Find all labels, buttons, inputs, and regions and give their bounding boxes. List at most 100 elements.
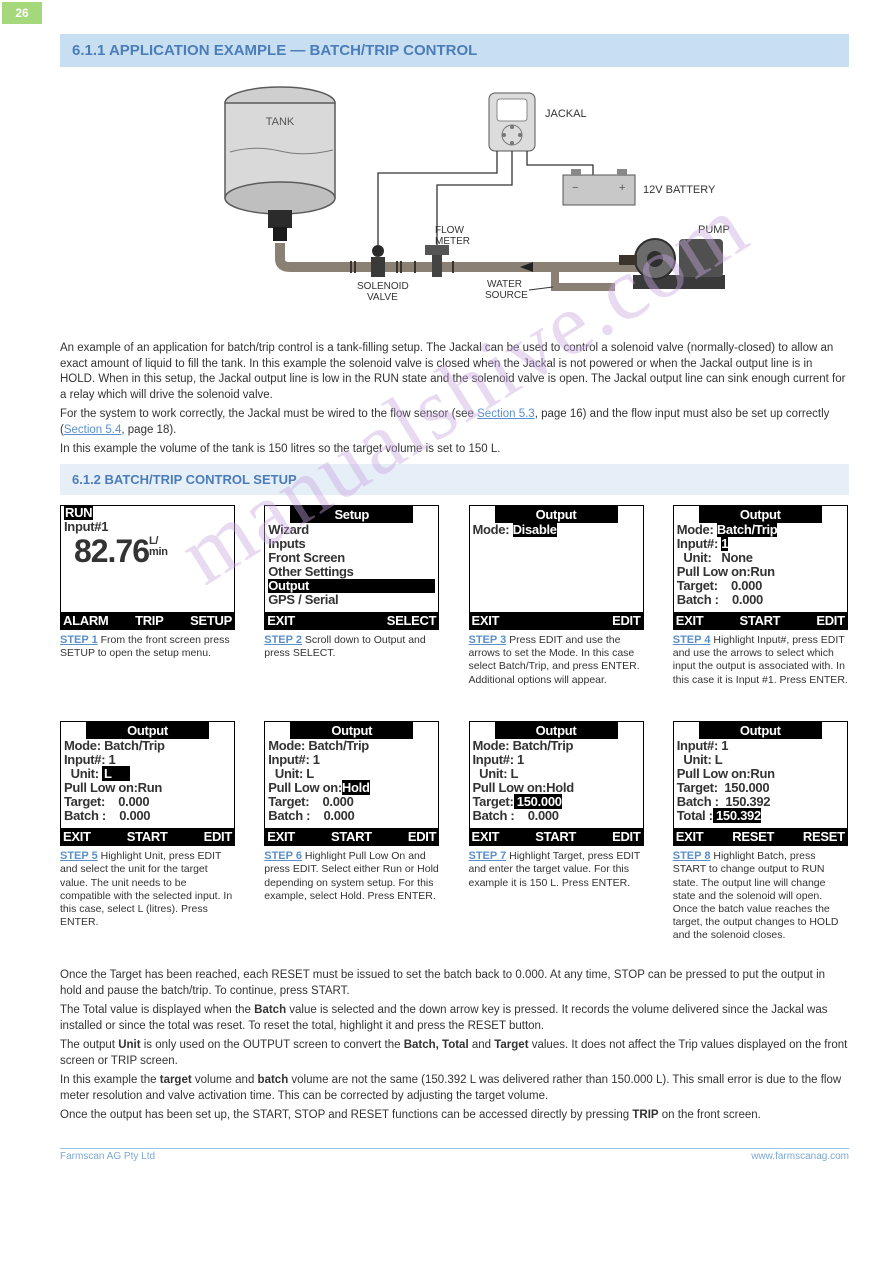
softkey: START [331,829,372,844]
softkey: RESET [732,829,774,844]
softkey-setup: SETUP [190,613,232,628]
lcd-run-badge: RUN [64,506,93,520]
svg-text:SOURCE: SOURCE [485,290,528,301]
page-footer: Farmscan AG Pty Ltd www.farmscanag.com [60,1149,849,1170]
text: 150.000 [514,794,562,809]
lcd-title: Output [699,506,822,523]
text: Target [494,1039,528,1051]
text: Input#: 1 [473,752,524,767]
text: and [469,1039,495,1051]
text: Unit: L [677,752,723,767]
text: Pull Low on:Hold [473,780,574,795]
text: 150.392 [713,808,761,823]
text: batch [258,1074,289,1086]
text: TRIP [632,1109,658,1121]
text: Input#: [677,536,722,551]
lcd-title: Output [290,722,413,739]
note-3: The output Unit is only used on the OUTP… [60,1038,849,1069]
lcd-screen-2: Setup Wizard Inputs Front Screen Other S… [264,505,439,630]
text: For the system to work correctly, the Ja… [60,408,477,420]
lcd-screen-5: Output Mode: Batch/Trip Input#: 1 Unit: … [60,721,235,846]
menu-item: Inputs [268,536,305,551]
text: L [102,766,130,781]
svg-text:FLOW: FLOW [435,225,464,236]
screens-row-1: RUN Input#1 82.76L/ min ALARMTRIPSETUP S… [60,505,849,691]
text: Unit: L [268,766,314,781]
lcd-title: Output [495,722,618,739]
text: Batch : 150.392 [677,794,770,809]
text: Unit: None [677,550,753,565]
softkey: EDIT [408,829,436,844]
text: Batch/Trip [717,523,778,537]
link-section-5-4[interactable]: Section 5.4 [64,424,122,436]
softkey: EDIT [204,829,232,844]
softkey: EXIT [267,829,295,844]
lcd-title: Output [495,506,618,523]
text: Target: 0.000 [64,794,149,809]
text: Target: [473,794,514,809]
text: Target: 0.000 [268,794,353,809]
svg-text:TANK: TANK [265,116,294,128]
text: Target: 150.000 [677,780,770,795]
footer-url: www.farmscanag.com [751,1151,849,1162]
note-5: Once the output has been set up, the STA… [60,1108,849,1124]
example-para-3: In this example the volume of the tank i… [60,442,849,458]
svg-text:METER: METER [435,236,470,247]
step-7-link[interactable]: STEP 7 [469,850,507,862]
application-diagram: TANK JACKAL [60,77,849,337]
svg-text:JACKAL: JACKAL [545,108,587,120]
step-2-link[interactable]: STEP 2 [264,634,302,646]
softkey: START [535,829,576,844]
softkey: EDIT [612,829,640,844]
step-8-link[interactable]: STEP 8 [673,850,711,862]
text: is only used on the OUTPUT screen to con… [141,1039,401,1051]
text: The output [60,1039,118,1051]
note-2: The Total value is displayed when the Ba… [60,1003,849,1034]
text: Unit: L [473,766,519,781]
text: Unit [118,1039,140,1051]
lcd-screen-8: Output Input#: 1 Unit: L Pull Low on:Run… [673,721,848,846]
svg-text:WATER: WATER [487,279,522,290]
step-4-link[interactable]: STEP 4 [673,634,711,646]
softkey: EDIT [612,613,640,628]
lcd-screen-3: Output Mode: Disable EXITEDIT [469,505,644,630]
lcd-screen-7: Output Mode: Batch/Trip Input#: 1 Unit: … [469,721,644,846]
text: Batch : 0.000 [677,592,763,607]
text: volume and [192,1074,258,1086]
step-6-link[interactable]: STEP 6 [264,850,302,862]
caption-text: Highlight Batch, press START to change o… [673,850,839,941]
step-5-link[interactable]: STEP 5 [60,850,98,862]
lcd-screen-1: RUN Input#1 82.76L/ min ALARMTRIPSETUP [60,505,235,630]
softkey: EXIT [267,613,295,628]
text: Input#1 [64,519,108,534]
step-3-link[interactable]: STEP 3 [469,634,507,646]
page-content: 6.1.1 APPLICATION EXAMPLE — BATCH/TRIP C… [0,0,893,1190]
lcd-title: Setup [290,506,413,523]
step-1-link[interactable]: STEP 1 [60,634,98,646]
text: Target: 0.000 [677,578,762,593]
text: Batch [254,1004,286,1016]
link-section-5-3[interactable]: Section 5.3 [477,408,535,420]
text: Pull Low on:Run [677,564,775,579]
softkey: EXIT [676,829,704,844]
text: Once the output has been set up, the STA… [60,1109,632,1121]
text: Input#: 1 [268,752,319,767]
text: Mode: Batch/Trip [473,739,574,753]
softkey: EDIT [816,613,844,628]
lcd-title: Output [699,722,822,739]
text: Unit: [64,766,102,781]
example-para-1: An example of an application for batch/t… [60,341,849,403]
note-1: Once the Target has been reached, each R… [60,968,849,999]
section-example-title: 6.1.1 APPLICATION EXAMPLE — BATCH/TRIP C… [60,34,849,67]
text: Batch : 0.000 [268,808,354,823]
example-para-2: For the system to work correctly, the Ja… [60,407,849,438]
text: min [149,546,168,558]
text: target [160,1074,192,1086]
softkey-alarm: ALARM [63,613,108,628]
menu-item: GPS / Serial [268,592,338,607]
softkey: START [739,613,780,628]
text: , page 18). [121,424,176,436]
softkey-trip: TRIP [135,613,163,628]
lcd-value-selected: Disable [513,523,557,537]
softkey: EXIT [676,613,704,628]
